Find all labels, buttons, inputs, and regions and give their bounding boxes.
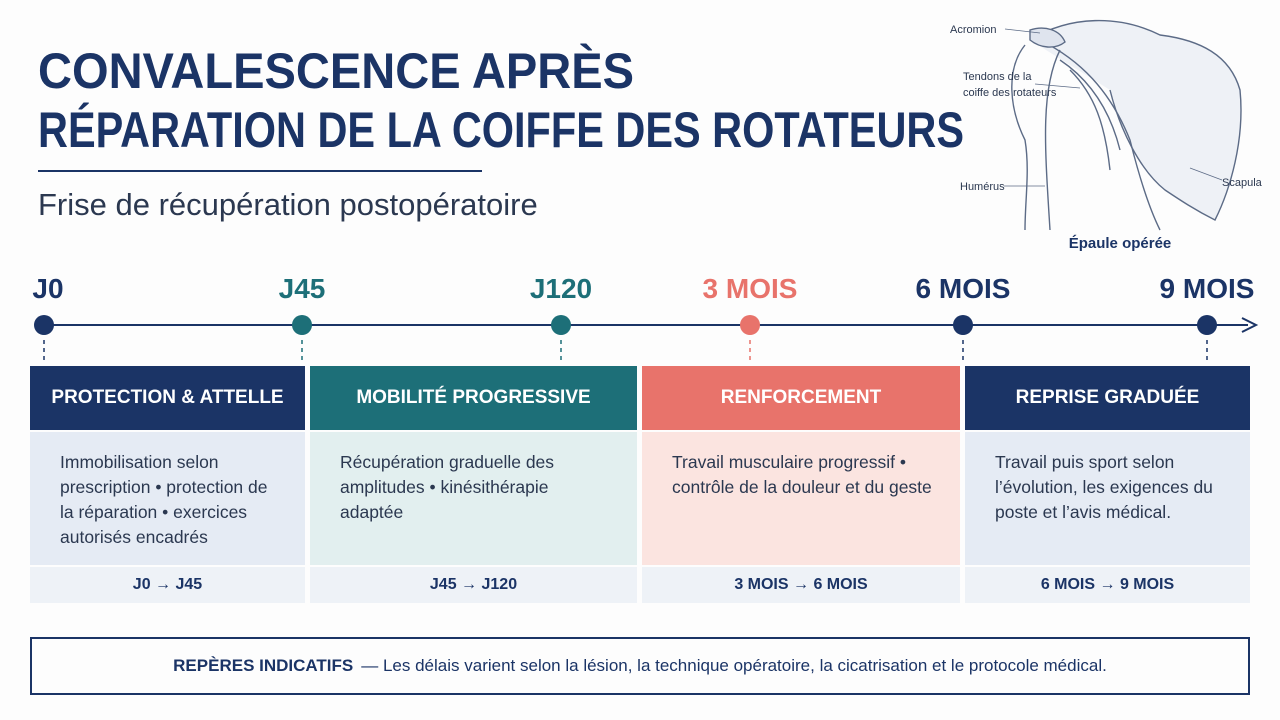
shoulder-illustration: [1004, 19, 1242, 231]
note-text: — Les délais varient selon la lésion, la…: [361, 656, 1107, 675]
note-label: REPÈRES INDICATIFS: [173, 656, 354, 675]
phase-title: RENFORCEMENT: [642, 366, 960, 430]
illustration-label: Scapula: [1222, 177, 1263, 189]
phase-range: J0 → J45: [30, 567, 305, 603]
milestone-dot: [1197, 315, 1217, 335]
phase-title: MOBILITÉ PROGRESSIVE: [310, 366, 637, 430]
timeline-arrow: [1241, 317, 1259, 333]
subtitle: Frise de récupération postopératoire: [38, 187, 538, 222]
phase-body: Travail puis sport selon l’évolution, le…: [965, 432, 1250, 565]
milestone-label: J45: [279, 273, 326, 304]
illustration-label: coiffe des rotateurs: [963, 87, 1057, 99]
milestone-label: 3 MOIS: [703, 273, 798, 304]
milestone-dot: [551, 315, 571, 335]
milestone-label: J0: [32, 273, 63, 304]
phase-range: 3 MOIS → 6 MOIS: [642, 567, 960, 603]
note-box: REPÈRES INDICATIFS — Les délais varient …: [30, 637, 1250, 695]
illustration-label: Acromion: [950, 24, 996, 36]
title-line: RÉPARATION DE LA COIFFE DES ROTATEURS: [38, 102, 964, 158]
phase-body: Récupération graduelle des amplitudes • …: [310, 432, 637, 565]
phase-title: REPRISE GRADUÉE: [965, 366, 1250, 430]
milestone-label: 6 MOIS: [916, 273, 1011, 304]
milestone-dot: [292, 315, 312, 335]
milestone-dot: [953, 315, 973, 335]
milestone-dot: [740, 315, 760, 335]
milestone-dot: [34, 315, 54, 335]
phase-range: 6 MOIS → 9 MOIS: [965, 567, 1250, 603]
phase-body: Travail musculaire progressif • contrôle…: [642, 432, 960, 565]
title-line: CONVALESCENCE APRÈS: [38, 43, 634, 99]
illustration-caption: Épaule opérée: [1069, 235, 1172, 252]
milestone-label: 9 MOIS: [1160, 273, 1255, 304]
milestone-label: J120: [530, 273, 592, 304]
illustration-label: Humérus: [960, 181, 1005, 193]
phase-range: J45 → J120: [310, 567, 637, 603]
illustration-label: Tendons de la: [963, 71, 1032, 83]
phase-title: PROTECTION & ATTELLE: [30, 366, 305, 430]
phase-body: Immobilisation selon prescription • prot…: [30, 432, 305, 565]
